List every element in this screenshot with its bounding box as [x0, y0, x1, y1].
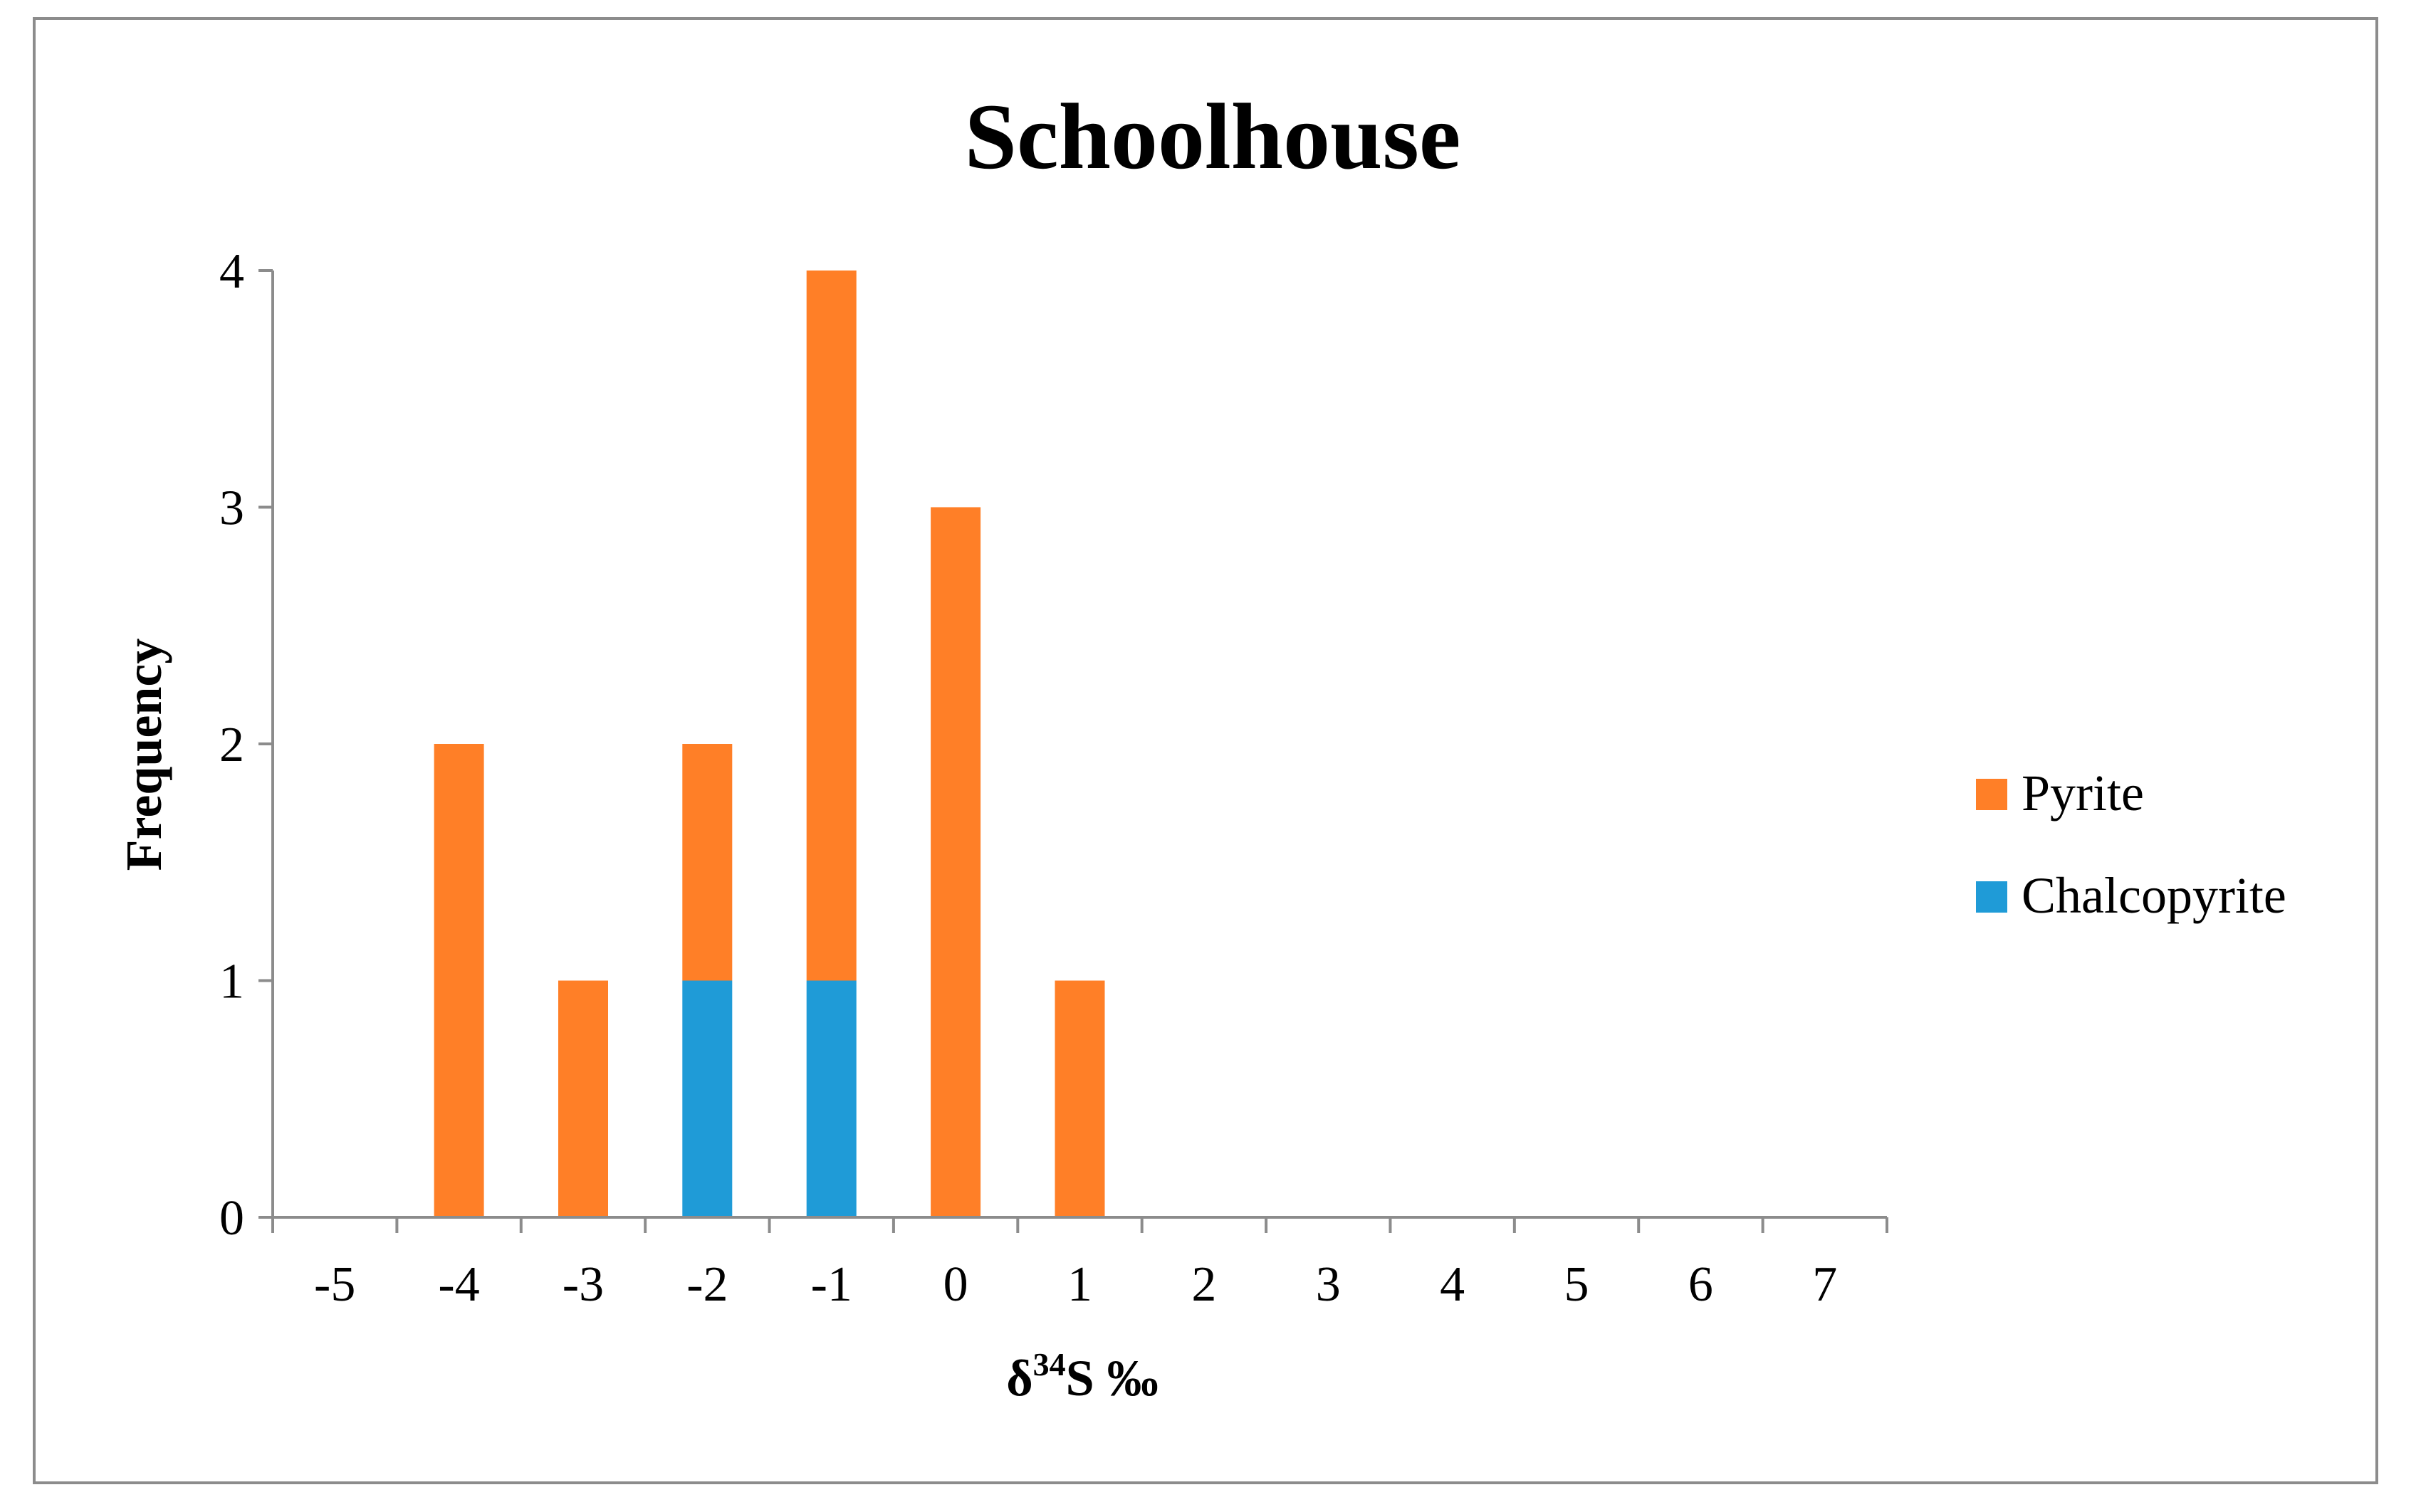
plot-area: 0 1 2 3 4 -5 -4 -3 -2 -1 0 1 2 3 4 5 6 7 — [219, 244, 1888, 1312]
x-tick-label-6: 6 — [1688, 1257, 1713, 1312]
x-tick-label--1: -1 — [811, 1257, 852, 1312]
bar-pyrite--1 — [806, 271, 857, 981]
x-tick-label--5: -5 — [314, 1257, 355, 1312]
chart-title: Schoolhouse — [965, 84, 1461, 189]
x-axis-label-main: δ — [1006, 1350, 1032, 1407]
legend: Pyrite Chalcopyrite — [1976, 765, 2286, 924]
y-tick-label-1: 1 — [219, 955, 244, 1009]
y-axis-label: Frequency — [115, 639, 172, 871]
y-tick-label-2: 2 — [219, 718, 244, 772]
x-tick-label--2: -2 — [686, 1257, 728, 1312]
bar-pyrite-1 — [1055, 980, 1105, 1217]
chart-frame — [33, 17, 2378, 1484]
bar-pyrite-0 — [931, 507, 981, 1217]
bar-pyrite--3 — [558, 980, 608, 1217]
x-axis-label-tail: S ‰ — [1066, 1350, 1159, 1407]
x-tick-label-7: 7 — [1812, 1257, 1837, 1312]
x-axis-label-sup: 34 — [1033, 1346, 1066, 1382]
x-tick-label-4: 4 — [1440, 1257, 1465, 1312]
legend-swatch-pyrite — [1976, 779, 2007, 810]
x-tick-label-1: 1 — [1067, 1257, 1092, 1312]
x-tick-label--3: -3 — [563, 1257, 604, 1312]
bar-pyrite--2 — [682, 744, 733, 981]
bar-chalcopyrite--1 — [806, 980, 857, 1217]
y-tick-label-4: 4 — [219, 244, 244, 299]
x-tick-label--4: -4 — [438, 1257, 479, 1312]
bar-chalcopyrite--2 — [682, 980, 733, 1217]
x-tick-label-3: 3 — [1316, 1257, 1341, 1312]
x-tick-label-0: 0 — [943, 1257, 968, 1312]
bar-pyrite--4 — [434, 744, 484, 1217]
legend-label-pyrite: Pyrite — [2022, 765, 2144, 821]
x-tick-label-2: 2 — [1191, 1257, 1216, 1312]
legend-swatch-chalcopyrite — [1976, 881, 2007, 913]
y-tick-label-3: 3 — [219, 481, 244, 536]
y-tick-label-0: 0 — [219, 1191, 244, 1246]
x-axis-label: δ34S ‰ — [1006, 1346, 1158, 1407]
x-tick-label-5: 5 — [1564, 1257, 1589, 1312]
legend-label-chalcopyrite: Chalcopyrite — [2022, 867, 2286, 924]
